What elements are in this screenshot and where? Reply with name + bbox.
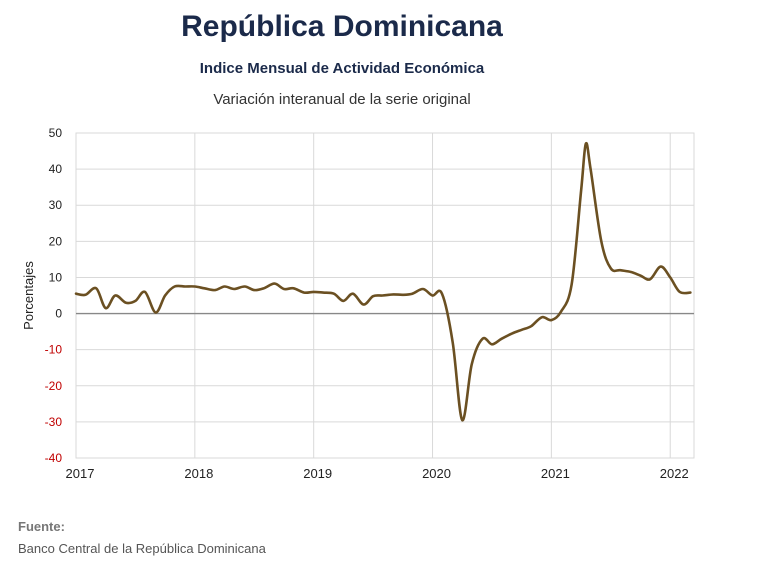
x-tick-label: 2017: [66, 466, 95, 481]
y-tick-label: -30: [45, 415, 63, 429]
x-tick-label: 2022: [660, 466, 689, 481]
x-tick-label: 2018: [184, 466, 213, 481]
y-tick-label: 0: [55, 307, 62, 321]
y-tick-label: 30: [49, 198, 63, 212]
source-label: Fuente:: [18, 519, 65, 534]
series-line: [74, 141, 692, 422]
chart-title: República Dominicana: [181, 10, 503, 43]
y-tick-label: -20: [45, 379, 63, 393]
y-tick-label: 20: [49, 234, 63, 248]
x-tick-label: 2020: [422, 466, 451, 481]
y-axis-label: Porcentajes: [21, 261, 36, 330]
y-tick-label: -10: [45, 343, 63, 357]
y-tick-label: -40: [45, 451, 63, 465]
y-tick-label: 40: [49, 162, 63, 176]
chart-subtitle: Indice Mensual de Actividad Económica: [199, 60, 485, 77]
y-tick-label: 50: [49, 126, 63, 140]
x-tick-label: 2021: [541, 466, 570, 481]
x-tick-label: 2019: [303, 466, 332, 481]
source-text: Banco Central de la República Dominicana: [18, 541, 266, 556]
chart-subtitle-2: Variación interanual de la serie origina…: [213, 91, 471, 108]
y-tick-label: 10: [49, 270, 63, 284]
